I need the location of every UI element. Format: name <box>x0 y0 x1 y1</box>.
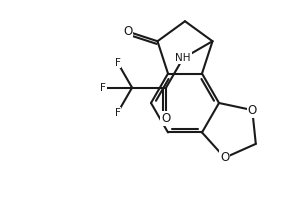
Text: O: O <box>248 104 257 117</box>
Text: F: F <box>115 108 120 118</box>
Text: F: F <box>115 58 120 68</box>
Text: O: O <box>161 112 171 125</box>
Text: NH: NH <box>175 53 191 63</box>
Text: O: O <box>123 25 132 38</box>
Text: F: F <box>100 83 106 93</box>
Text: O: O <box>220 151 229 164</box>
